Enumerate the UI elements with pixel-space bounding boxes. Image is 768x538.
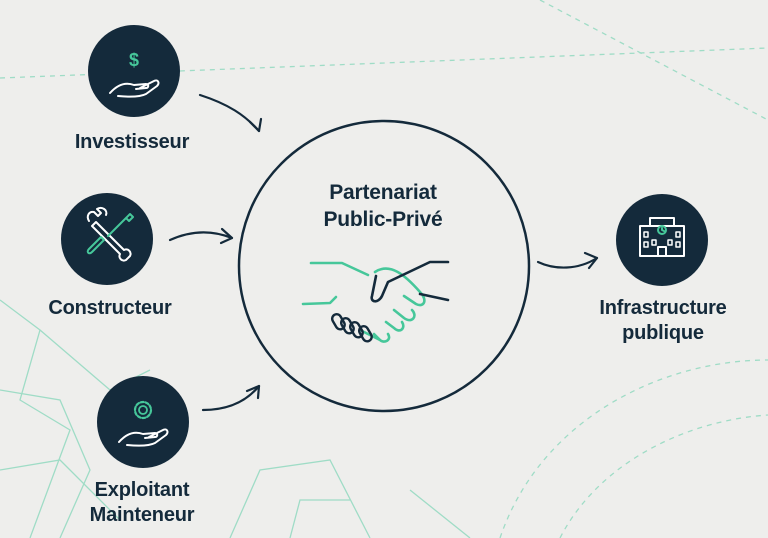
center-title-line2: Public-Privé: [323, 208, 443, 231]
building-icon: [639, 217, 685, 257]
decor-line-6: [289, 499, 350, 538]
decor-dashed-arc-2: [559, 414, 768, 538]
arrow-output-head: [583, 251, 599, 270]
decor-line-5: [229, 459, 371, 538]
operator-label: Exploitant Mainteneur: [30, 478, 254, 528]
output-node-circle: [616, 194, 708, 286]
arrow-builder-to-center: [168, 231, 234, 242]
operator-node-circle: [97, 376, 189, 468]
arrow-center-to-output: [536, 256, 599, 269]
arrow-investor-head: [248, 117, 263, 133]
decor-dashed-line-diagonal: [539, 0, 768, 121]
wrench-screwdriver-icon: [86, 206, 134, 262]
hand-gear-icon: [118, 400, 169, 447]
builder-label-text: Constructeur: [48, 297, 172, 319]
arrow-builder-head: [219, 227, 234, 245]
investor-node-circle: [88, 25, 180, 117]
operator-label-line1: Exploitant: [94, 479, 190, 501]
arrow-operator-to-center: [201, 384, 261, 412]
center-title-line1: Partenariat: [329, 181, 437, 204]
operator-label-line2: Mainteneur: [89, 504, 195, 526]
decor-dashed-arc: [499, 359, 768, 538]
output-label-line2: publique: [622, 322, 704, 344]
arrow-operator-head: [245, 384, 261, 400]
arrow-investor-to-center: [198, 93, 261, 133]
center-circle: [237, 119, 531, 413]
builder-label: Constructeur: [0, 296, 220, 321]
decor-line-7: [409, 489, 471, 538]
center-title: Partenariat Public-Privé: [268, 179, 498, 233]
decor-line-1: [0, 299, 71, 538]
decor-line-4: [0, 459, 121, 521]
arrows: [168, 93, 599, 412]
handshake-icon: [301, 260, 450, 343]
decor-line-2: [0, 389, 91, 538]
svg-text:$: $: [129, 50, 139, 70]
investor-label: Investisseur: [20, 130, 244, 155]
investor-label-text: Investisseur: [74, 131, 190, 153]
output-label: Infrastructure publique: [560, 296, 766, 346]
builder-node-circle: [61, 193, 153, 285]
hand-dollar-icon: $: [109, 50, 160, 98]
output-label-line1: Infrastructure: [599, 297, 727, 319]
